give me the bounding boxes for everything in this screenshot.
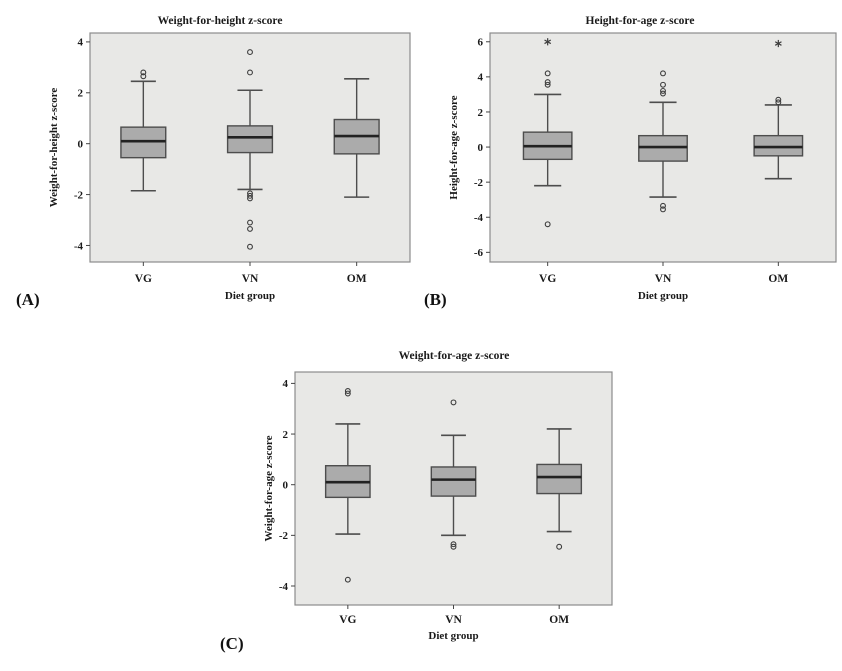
panel-label-c: (C) bbox=[220, 634, 244, 653]
box-vn bbox=[226, 49, 274, 250]
iqr-box bbox=[753, 134, 804, 157]
x-category-label: OM bbox=[768, 273, 788, 285]
extreme-point bbox=[544, 38, 552, 46]
x-category-label: OM bbox=[549, 614, 569, 626]
weight-for-age-chart: Weight-for-age z-score -4 -2 0 2 4 Weight-for-… bbox=[263, 350, 613, 642]
outlier-point bbox=[660, 87, 666, 94]
y-tick-label: 2 bbox=[283, 429, 289, 441]
iqr-box bbox=[536, 463, 583, 495]
outlier-point bbox=[140, 69, 147, 76]
outlier-point bbox=[450, 543, 457, 550]
y-tick-label: -2 bbox=[474, 177, 484, 189]
x-axis-title: Diet group bbox=[428, 630, 478, 642]
weight-for-height-chart: Weight-for-height z-score -4 -2 0 2 4 Weight-f… bbox=[48, 15, 411, 302]
outlier-point bbox=[247, 219, 253, 226]
outlier-point bbox=[450, 399, 457, 406]
x-axis-title: Diet group bbox=[638, 290, 688, 302]
y-tick-label: -4 bbox=[74, 240, 84, 252]
outlier-point bbox=[344, 390, 351, 397]
y-tick-label: -2 bbox=[279, 530, 289, 542]
outlier-point bbox=[544, 221, 551, 228]
iqr-box bbox=[226, 125, 274, 154]
panel-label-a: (A) bbox=[16, 290, 40, 309]
y-axis-title: Height-for-age z-score bbox=[448, 95, 460, 199]
iqr-box bbox=[638, 134, 688, 162]
box-vn bbox=[430, 399, 477, 550]
box-om bbox=[333, 78, 380, 198]
outlier-point bbox=[660, 70, 666, 77]
x-category-label: VN bbox=[445, 614, 462, 626]
y-tick-label: 2 bbox=[78, 88, 84, 100]
x-category-label: VG bbox=[539, 273, 556, 285]
boxplot-panel-a: Weight-for-height z-score -4 -2 0 2 4 Weight-f… bbox=[14, 6, 418, 308]
box-vg bbox=[522, 38, 573, 228]
y-tick-label: -4 bbox=[279, 581, 289, 593]
iqr-box bbox=[430, 466, 477, 497]
y-axis-title: Weight-for-age z-score bbox=[263, 435, 275, 541]
box-om bbox=[536, 428, 583, 550]
y-tick-label: 0 bbox=[78, 138, 84, 150]
extreme-ray bbox=[544, 39, 552, 45]
y-tick-label: 2 bbox=[478, 107, 484, 119]
y-tick-label: -4 bbox=[474, 212, 484, 224]
outlier-point bbox=[544, 79, 551, 86]
outlier-point bbox=[344, 576, 351, 583]
x-category-label: OM bbox=[347, 273, 367, 285]
y-axis-title: Weight-for-height z-score bbox=[48, 88, 60, 208]
panel-label-b: (B) bbox=[424, 290, 447, 309]
extreme-point bbox=[774, 39, 782, 48]
box-vg bbox=[324, 388, 371, 583]
x-category-label: VN bbox=[655, 273, 672, 285]
y-tick-label: 4 bbox=[478, 72, 484, 84]
outlier-point bbox=[247, 192, 253, 199]
outlier-point bbox=[660, 90, 666, 97]
height-for-age-chart: Height-for-age z-score -6 -4 -2 0 2 4 6 Height-f… bbox=[448, 15, 837, 302]
x-category-label: VG bbox=[135, 273, 152, 285]
outlier-point bbox=[775, 99, 782, 106]
y-tick-label: 0 bbox=[478, 142, 484, 154]
y-tick-label: 4 bbox=[78, 37, 84, 49]
x-axis-title: Diet group bbox=[225, 290, 275, 302]
outlier-point bbox=[556, 543, 563, 550]
boxplot-panel-b: Height-for-age z-score -6 -4 -2 0 2 4 6 Height-f… bbox=[432, 6, 842, 308]
outlier-point bbox=[775, 96, 782, 103]
outlier-point bbox=[660, 202, 666, 209]
chart-title: Height-for-age z-score bbox=[586, 15, 695, 27]
chart-title: Weight-for-height z-score bbox=[158, 15, 283, 27]
box-vg bbox=[120, 69, 167, 192]
y-tick-label: 4 bbox=[283, 378, 289, 390]
outlier-point bbox=[140, 73, 147, 80]
outlier-point bbox=[247, 69, 253, 76]
y-tick-label: -6 bbox=[474, 247, 484, 259]
chart-title: Weight-for-age z-score bbox=[399, 350, 510, 362]
outlier-point bbox=[544, 81, 551, 88]
x-category-label: VN bbox=[242, 273, 259, 285]
outlier-point bbox=[450, 541, 457, 548]
outlier-point bbox=[247, 195, 253, 202]
outlier-point bbox=[247, 225, 253, 232]
boxplot-panel-c: Weight-for-age z-score -4 -2 0 2 4 Weight-for-… bbox=[248, 342, 626, 644]
outlier-point bbox=[660, 81, 666, 88]
outlier-point bbox=[660, 206, 666, 213]
outlier-point bbox=[344, 388, 351, 394]
y-tick-label: 0 bbox=[283, 480, 289, 492]
y-tick-label: -2 bbox=[74, 189, 84, 201]
y-tick-label: 6 bbox=[478, 37, 484, 49]
outlier-point bbox=[247, 243, 253, 250]
box-om bbox=[753, 39, 804, 180]
box-vn bbox=[638, 70, 688, 213]
outlier-point bbox=[247, 49, 253, 56]
extreme-ray bbox=[774, 41, 782, 46]
x-category-label: VG bbox=[339, 614, 356, 626]
outlier-point bbox=[544, 70, 551, 77]
